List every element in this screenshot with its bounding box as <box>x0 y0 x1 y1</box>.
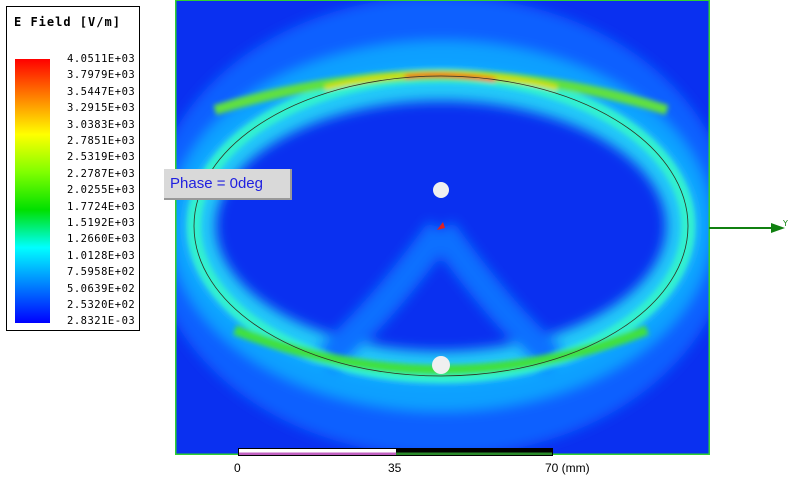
legend-tick: 2.7851E+03 <box>67 135 136 147</box>
y-axis-arrow-icon: Y <box>709 219 788 233</box>
legend-tick: 1.0128E+03 <box>67 249 136 262</box>
legend-tick: 1.2660E+03 <box>67 233 136 246</box>
scale-label-35: 35 <box>388 461 402 475</box>
conductor-top <box>433 182 449 198</box>
legend-tick: 2.8321E-03 <box>67 315 136 328</box>
scale-bar <box>238 448 553 456</box>
legend-tick: 1.7724E+03 <box>67 200 136 213</box>
legend-tick: 2.5320E+02 <box>67 299 136 311</box>
y-axis-label: Y <box>782 219 788 228</box>
field-plot <box>175 0 710 455</box>
legend-tick: 2.2787E+03 <box>67 167 136 180</box>
legend-tick: 4.0511E+03 <box>67 53 136 65</box>
legend-tick: 2.0255E+03 <box>67 184 136 197</box>
origin-marker <box>437 222 445 230</box>
legend-tick: 7.5958E+02 <box>67 266 136 279</box>
ellipse-outline <box>193 75 689 377</box>
scale-label-0: 0 <box>234 461 241 475</box>
legend-tick: 2.5319E+03 <box>67 151 136 164</box>
colorbar <box>15 59 50 323</box>
legend-tick: 3.2915E+03 <box>67 102 136 115</box>
conductor-bottom <box>432 356 450 374</box>
legend-title: E Field [V/m] <box>14 15 121 29</box>
color-legend: E Field [V/m] 4.0511E+03 3.7979E+03 3.5447… <box>6 6 140 331</box>
scale-label-70: 70 (mm) <box>545 461 590 475</box>
legend-tick: 3.7979E+03 <box>67 69 136 82</box>
phase-label: Phase = 0deg <box>164 169 292 200</box>
legend-tick: 3.0383E+03 <box>67 118 136 131</box>
legend-tick: 1.5192E+03 <box>67 217 136 229</box>
legend-tick: 3.5447E+03 <box>67 85 136 98</box>
legend-tick: 5.0639E+02 <box>67 282 136 295</box>
